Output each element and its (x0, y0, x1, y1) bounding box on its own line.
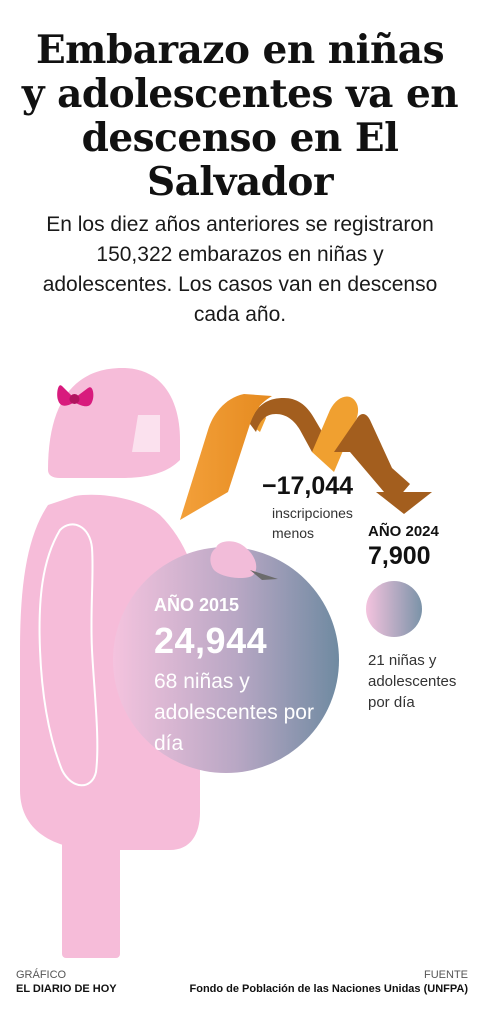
bow-icon (57, 385, 94, 407)
credit-value: EL DIARIO DE HOY (16, 983, 117, 995)
subtitle: En los diez años anteriores se registrar… (42, 213, 438, 326)
source-value: Fondo de Población de las Naciones Unida… (189, 983, 469, 995)
year-2015-value: 24,944 (154, 620, 268, 661)
page-title: Embarazo en niñas y adolescentes va en d… (21, 27, 459, 205)
year-2015-label: AÑO 2015 (154, 595, 240, 615)
credit-label: GRÁFICO (16, 969, 67, 981)
change-value: −17,044 (262, 472, 354, 500)
year-2024-value: 7,900 (368, 542, 431, 570)
year-2015-description: 68 niñas y adolescentes por día (154, 670, 314, 755)
year-2024-description: 21 niñas y adolescentes por día (368, 652, 457, 711)
change-label: inscripciones menos (272, 505, 353, 541)
source-label: FUENTE (424, 969, 468, 981)
zigzag-arrow-icon (180, 394, 432, 520)
year-2024-circle (366, 581, 422, 637)
year-2015-circle (113, 547, 339, 773)
year-2024-label: AÑO 2024 (368, 523, 439, 540)
